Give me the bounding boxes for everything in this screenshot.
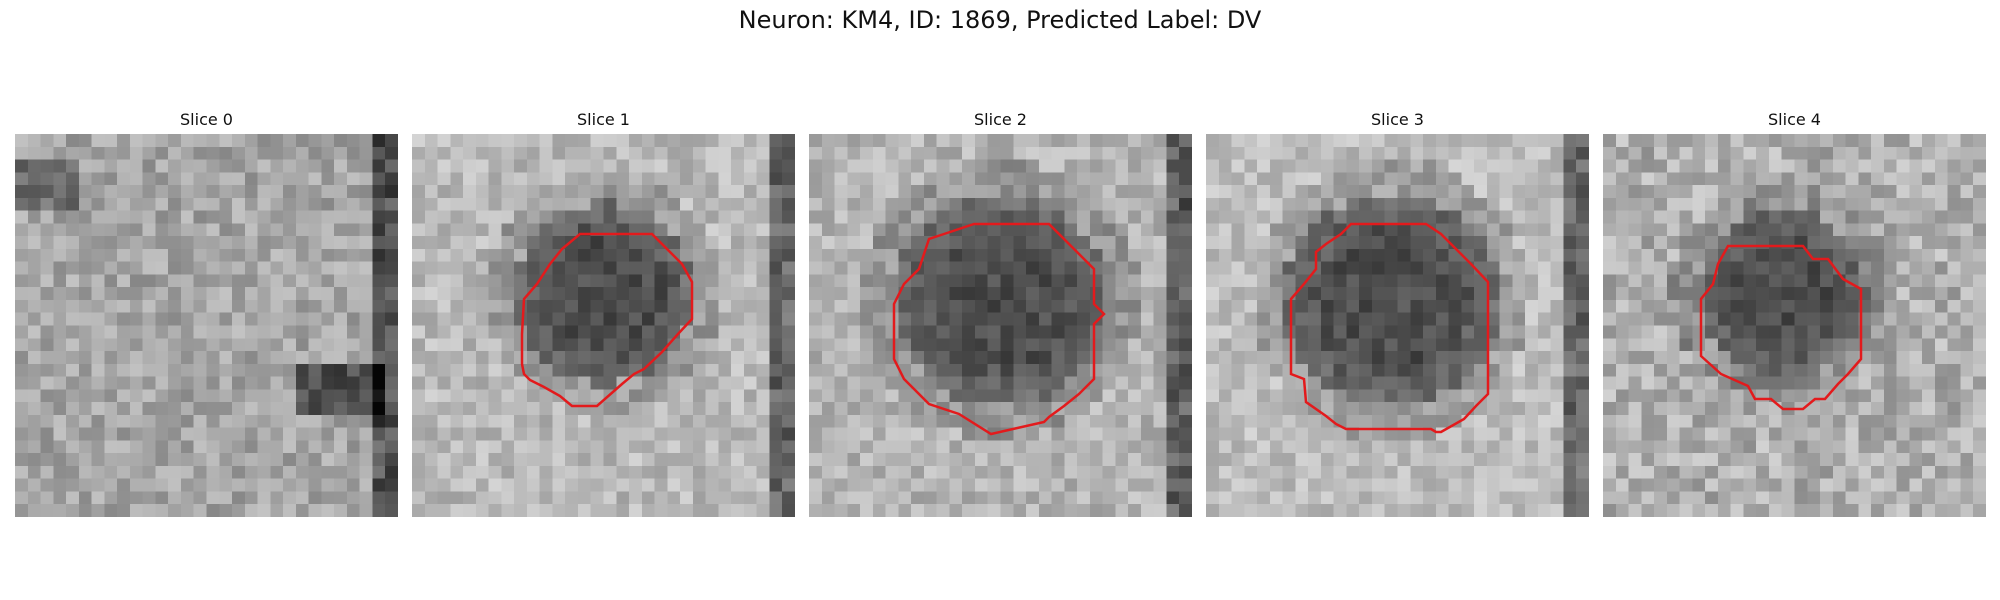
slice-image-1: [412, 134, 795, 517]
slice-title: Slice 4: [1768, 110, 1821, 129]
neuron-contour: [520, 232, 694, 408]
slice-title: Slice 1: [577, 110, 630, 129]
neuron-contour-overlay: [520, 232, 694, 408]
slice-image-4: [1603, 134, 1986, 517]
slice-image-2: [809, 134, 1192, 517]
slice-panel-0: Slice 0: [15, 108, 398, 517]
neuron-contour-overlay: [892, 222, 1106, 436]
slice-image-0: [15, 134, 398, 517]
neuron-contour: [892, 222, 1106, 436]
microscopy-slice-image: [15, 134, 398, 517]
slice-title: Slice 0: [180, 110, 233, 129]
slice-title: Slice 3: [1371, 110, 1424, 129]
figure-title: Neuron: KM4, ID: 1869, Predicted Label: …: [738, 6, 1262, 34]
microscopy-slice-image: [1603, 134, 1986, 517]
slice-panel-3: Slice 3: [1206, 108, 1589, 517]
slice-title: Slice 2: [974, 110, 1027, 129]
neuron-contour-overlay: [1289, 222, 1490, 434]
neuron-contour: [1699, 244, 1863, 411]
slice-panel-1: Slice 1: [412, 108, 795, 517]
neuron-contour: [1289, 222, 1490, 434]
neuron-contour-overlay: [1699, 244, 1863, 411]
slice-panel-2: Slice 2: [809, 108, 1192, 517]
microscopy-slice-image: [809, 134, 1192, 517]
microscopy-slice-image: [1206, 134, 1589, 517]
slice-panel-4: Slice 4: [1603, 108, 1986, 517]
microscopy-slice-image: [412, 134, 795, 517]
slice-image-3: [1206, 134, 1589, 517]
